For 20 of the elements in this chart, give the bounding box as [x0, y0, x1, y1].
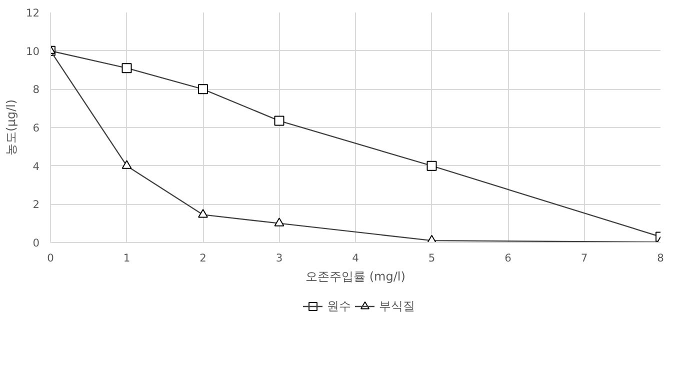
- y-tick-label: 8: [32, 83, 40, 96]
- x-tick-label: 5: [428, 252, 436, 264]
- x-tick-label: 3: [276, 252, 283, 264]
- y-tick-label: 10: [26, 44, 40, 58]
- x-tick-label: 8: [657, 252, 664, 264]
- x-tick-label: 1: [123, 252, 130, 264]
- x-tick-label: 0: [47, 252, 54, 264]
- y-tick-label: 2: [32, 198, 40, 212]
- x-tick-label: 6: [504, 252, 512, 264]
- legend-label: 부식질: [379, 298, 415, 314]
- x-tick-label: 7: [580, 252, 588, 264]
- x-axis-title: 오존주입률 (mg/l): [306, 270, 406, 284]
- y-axis-title: 농도(μg/l): [4, 99, 18, 156]
- x-tick-label: 4: [352, 252, 360, 264]
- y-tick-label: 6: [32, 122, 40, 134]
- x-tick-label: 2: [200, 252, 206, 264]
- legend-label: 원수: [327, 298, 351, 314]
- y-tick-label: 0: [32, 236, 40, 250]
- y-tick-label: 4: [32, 160, 40, 173]
- y-tick-label: 12: [26, 6, 40, 20]
